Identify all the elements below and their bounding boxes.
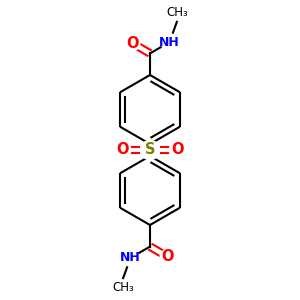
Circle shape [114,142,131,158]
Text: CH₃: CH₃ [112,280,134,293]
Text: S: S [145,142,155,158]
Text: O: O [126,36,139,51]
Circle shape [122,250,139,266]
Circle shape [161,34,178,51]
Circle shape [169,142,186,158]
Text: O: O [171,142,184,158]
Text: NH: NH [120,251,141,264]
Circle shape [160,249,175,264]
Text: NH: NH [159,36,180,49]
Circle shape [125,36,140,51]
Text: O: O [116,142,129,158]
Text: CH₃: CH₃ [166,7,188,20]
Text: O: O [161,249,174,264]
Circle shape [140,140,160,160]
